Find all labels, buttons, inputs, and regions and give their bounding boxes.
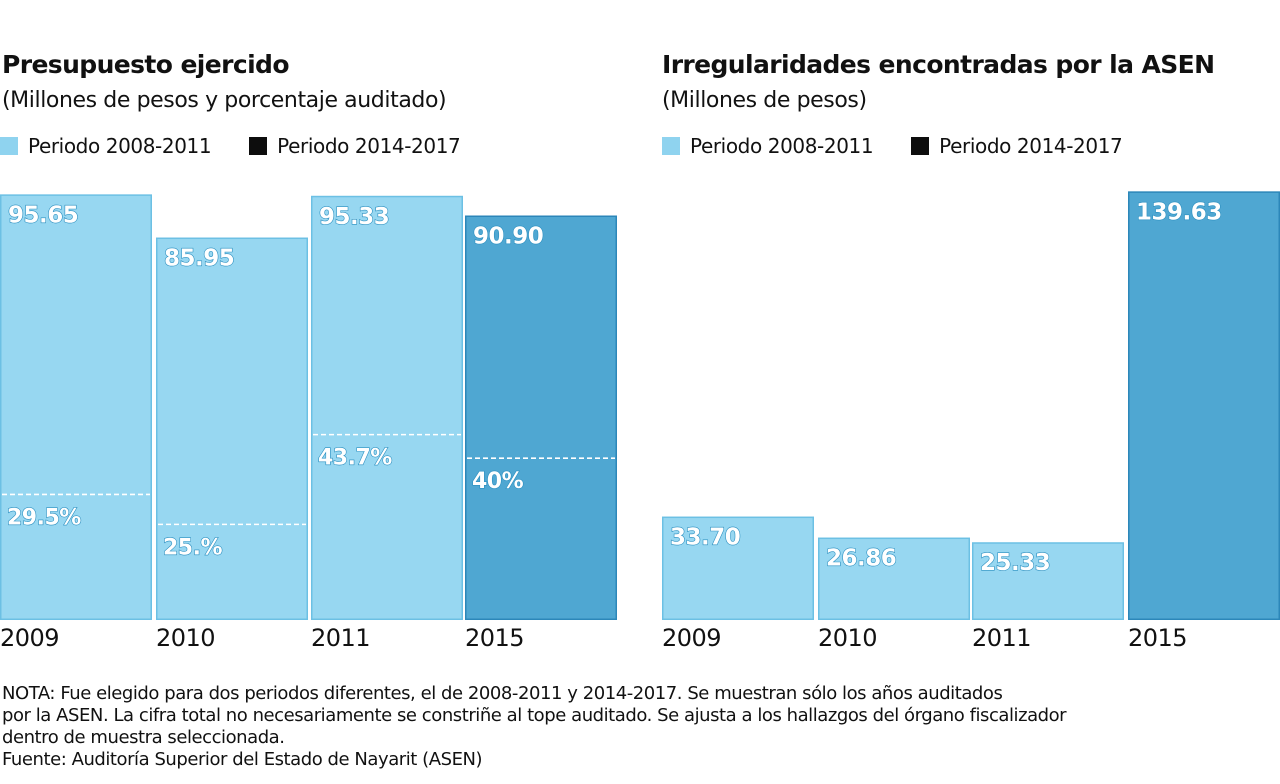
- left-chart-legend: Periodo 2008-2011 Periodo 2014-2017: [0, 134, 498, 158]
- right-chart-subtitle: (Millones de pesos): [662, 88, 867, 113]
- right-bar-2011: [972, 542, 1124, 620]
- left-percent-label-2009: 29.5%: [7, 505, 81, 530]
- legend-item-period-2: Periodo 2014-2017: [911, 134, 1123, 158]
- left-year-label-2011: 2011: [311, 624, 370, 652]
- note-line: por la ASEN. La cifra total no necesaria…: [2, 705, 1067, 726]
- left-percent-label-2015: 40%: [472, 469, 524, 494]
- right-value-label-2010: 26.86: [826, 546, 896, 572]
- right-bar-2010: [818, 537, 970, 620]
- left-year-label-2009: 2009: [0, 624, 59, 652]
- note-line: NOTA: Fue elegido para dos periodos dife…: [2, 683, 1003, 704]
- right-year-label-2015: 2015: [1128, 624, 1187, 652]
- source-line: Fuente: Auditoría Superior del Estado de…: [2, 749, 483, 770]
- left-bar-2015: [465, 215, 617, 620]
- left-value-label-2010: 85.95: [164, 246, 234, 272]
- right-chart-legend: Periodo 2008-2011 Periodo 2014-2017: [662, 134, 1160, 158]
- left-percent-label-2010: 25.%: [163, 535, 222, 560]
- note-line: dentro de muestra seleccionada.: [2, 727, 285, 748]
- right-year-label-2011: 2011: [972, 624, 1031, 652]
- legend-swatch-period-2: [249, 137, 268, 155]
- left-value-label-2009: 95.65: [8, 202, 78, 228]
- right-bar-2015: [1128, 191, 1280, 620]
- legend-swatch-period-1: [662, 137, 680, 155]
- right-year-label-2010: 2010: [818, 624, 877, 652]
- left-percent-label-2011: 43.7%: [318, 446, 392, 471]
- left-bar-2011: [311, 195, 463, 620]
- left-chart-title: Presupuesto ejercido: [2, 50, 290, 79]
- left-value-label-2011: 95.33: [319, 204, 389, 230]
- footer-note: NOTA: Fue elegido para dos periodos dife…: [2, 683, 1277, 771]
- legend-item-period-1: Periodo 2008-2011: [662, 134, 874, 158]
- left-year-label-2015: 2015: [465, 624, 524, 652]
- left-bar-2010: [156, 237, 308, 621]
- right-value-label-2011: 25.33: [980, 550, 1050, 576]
- legend-swatch-period-1: [0, 137, 18, 155]
- legend-label-period-1: Periodo 2008-2011: [690, 134, 874, 158]
- right-value-label-2015: 139.63: [1136, 199, 1222, 225]
- right-year-label-2009: 2009: [662, 624, 721, 652]
- left-value-label-2015: 90.90: [473, 223, 543, 249]
- left-bar-2009: [0, 194, 152, 620]
- right-value-label-2009: 33.70: [670, 525, 740, 551]
- legend-label-period-2: Periodo 2014-2017: [277, 134, 461, 158]
- right-chart-title: Irregularidades encontradas por la ASEN: [662, 50, 1215, 79]
- left-chart-subtitle: (Millones de pesos y porcentaje auditado…: [2, 88, 447, 113]
- legend-label-period-2: Periodo 2014-2017: [939, 134, 1123, 158]
- legend-swatch-period-2: [911, 137, 930, 155]
- legend-item-period-1: Periodo 2008-2011: [0, 134, 212, 158]
- right-bar-2009: [662, 516, 814, 621]
- left-year-label-2010: 2010: [156, 624, 215, 652]
- legend-label-period-1: Periodo 2008-2011: [28, 134, 212, 158]
- legend-item-period-2: Periodo 2014-2017: [249, 134, 461, 158]
- charts-canvas: 95.65 2009 29.5% 85.95 2010 25.% 95.33 2011 43.7…: [0, 191, 1280, 652]
